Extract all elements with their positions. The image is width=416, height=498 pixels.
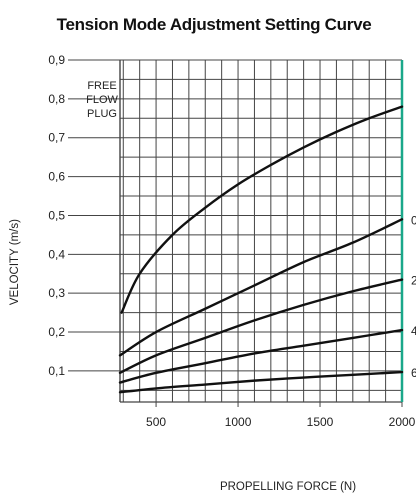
x-tick-label: 500 xyxy=(146,415,166,429)
series-label-6: 6 xyxy=(411,366,416,380)
x-tick-label: 1500 xyxy=(307,415,334,429)
grid xyxy=(119,59,404,403)
y-axis-label: VELOCITY (m/s) xyxy=(9,219,21,305)
series-labels: 0 2 4 6 xyxy=(411,213,416,380)
curve-free-flow xyxy=(120,105,404,314)
annotation-line-1: FREE xyxy=(87,80,116,92)
curve-setting-2 xyxy=(118,278,404,375)
y-tick-label: 0,5 xyxy=(48,208,65,222)
y-axis-ticks: 0,1 0,2 0,3 0,4 0,5 0,6 0,7 0,8 0,9 xyxy=(48,53,120,378)
free-flow-plug-annotation: FREE FLOW PLUG xyxy=(86,80,118,120)
y-tick-label: 0,8 xyxy=(48,92,65,106)
curves xyxy=(118,105,404,394)
y-tick-label: 0,6 xyxy=(48,170,65,184)
y-tick-label: 0,7 xyxy=(48,131,65,145)
curve-setting-4 xyxy=(118,328,404,384)
y-tick-label: 0,9 xyxy=(48,53,65,67)
series-label-0: 0 xyxy=(411,213,416,227)
x-axis-ticks: 500 1000 1500 2000 xyxy=(146,402,416,429)
chart-title: Tension Mode Adjustment Setting Curve xyxy=(57,15,372,34)
x-tick-label: 2000 xyxy=(389,415,416,429)
y-tick-label: 0,4 xyxy=(48,247,65,261)
series-label-2: 2 xyxy=(411,274,416,288)
y-tick-label: 0,3 xyxy=(48,286,65,300)
curve-setting-0 xyxy=(118,218,404,357)
annotation-line-3: PLUG xyxy=(87,108,117,120)
y-tick-label: 0,1 xyxy=(48,364,65,378)
x-axis-label: PROPELLING FORCE (N) xyxy=(220,481,356,493)
x-tick-label: 1000 xyxy=(225,415,252,429)
annotation-line-2: FLOW xyxy=(86,94,118,106)
y-tick-label: 0,2 xyxy=(48,325,65,339)
series-label-4: 4 xyxy=(411,324,416,338)
curve-setting-6 xyxy=(118,370,404,394)
